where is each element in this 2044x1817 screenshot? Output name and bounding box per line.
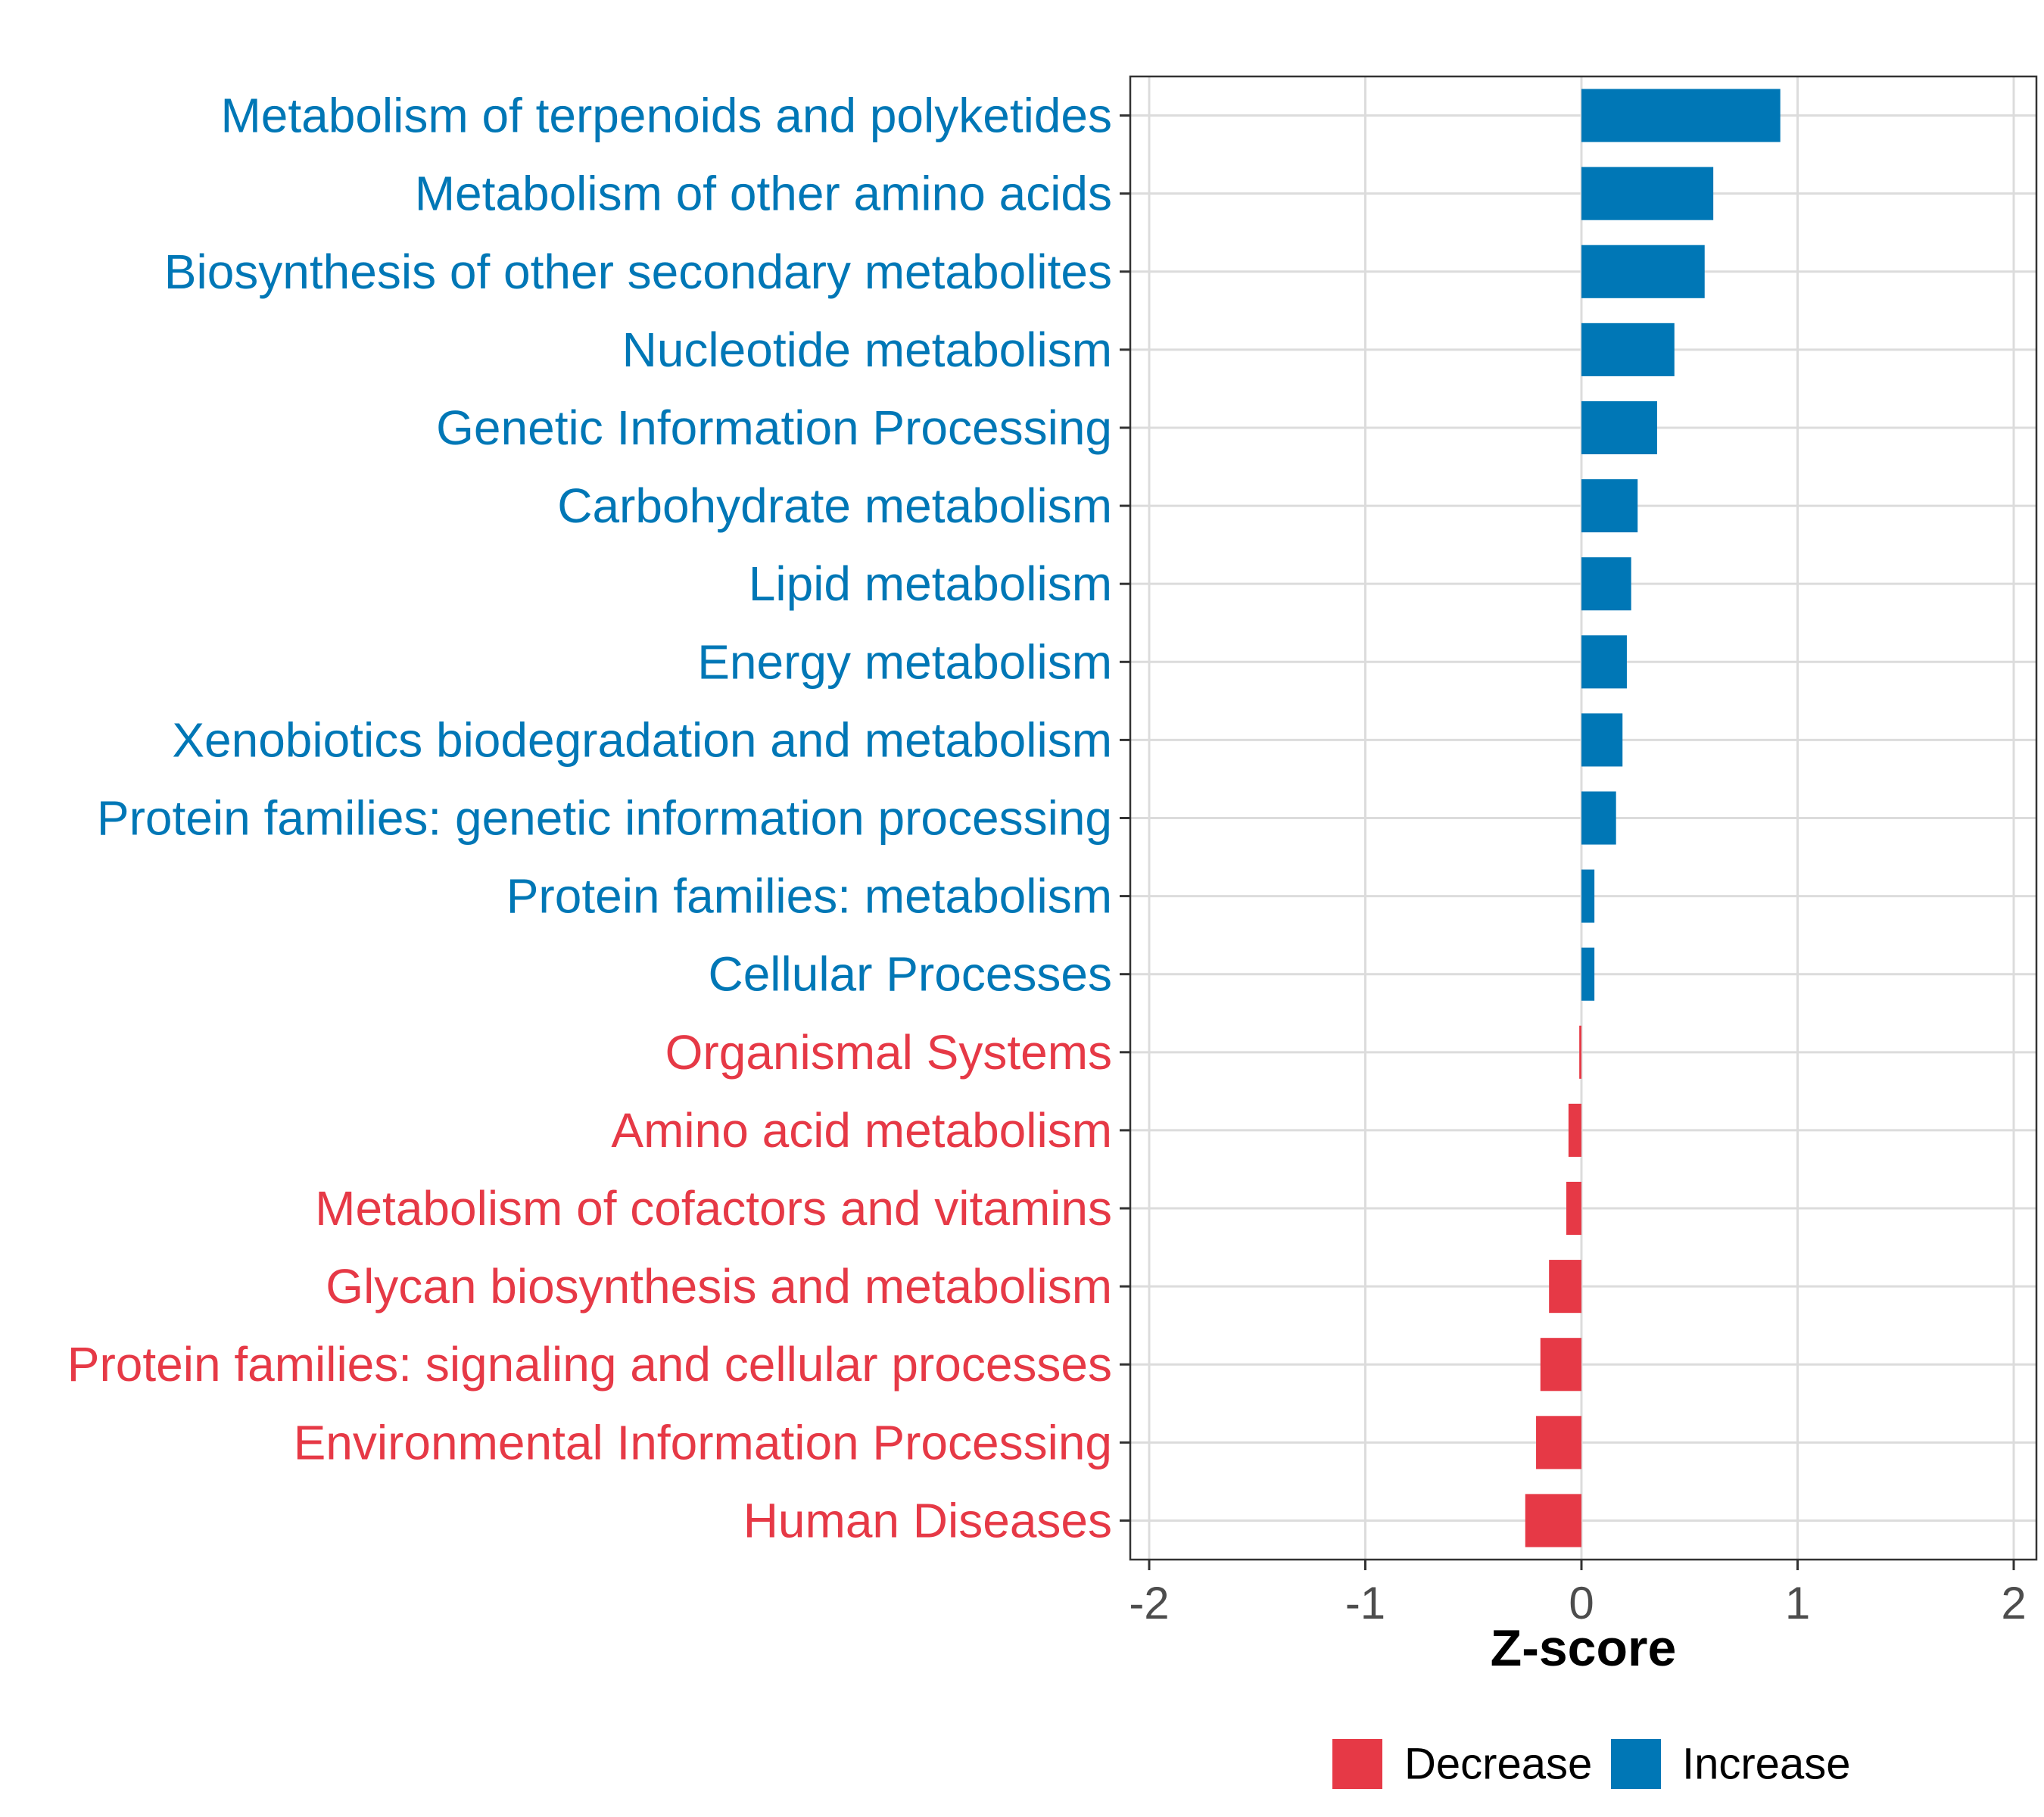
x-axis-title: Z-score xyxy=(1491,1619,1677,1677)
y-tick-label: Metabolism of cofactors and vitamins xyxy=(315,1181,1112,1236)
bar xyxy=(1581,245,1705,298)
y-tick-label: Cellular Processes xyxy=(708,947,1112,1002)
legend: Decrease Increase xyxy=(1332,1739,1850,1789)
bar xyxy=(1536,1416,1581,1469)
x-tick-label: 2 xyxy=(2001,1578,2026,1628)
legend-label: Increase xyxy=(1682,1740,1850,1789)
y-tick-label: Glycan biosynthesis and metabolism xyxy=(326,1259,1112,1314)
y-tick-label: Genetic Information Processing xyxy=(436,400,1112,455)
bar xyxy=(1581,89,1781,142)
y-tick-label: Protein families: metabolism xyxy=(506,869,1112,924)
bar xyxy=(1581,400,1657,455)
bar xyxy=(1581,479,1638,533)
y-tick-label: Environmental Information Processing xyxy=(294,1415,1112,1469)
y-tick-label: Xenobiotics biodegradation and metabolis… xyxy=(172,712,1112,767)
bar xyxy=(1540,1338,1581,1392)
y-tick-label: Protein families: signaling and cellular… xyxy=(67,1337,1112,1392)
x-tick-label: -2 xyxy=(1129,1578,1169,1628)
bar xyxy=(1581,947,1595,1001)
x-axis-ticks: -2 -1 0 1 2 xyxy=(1129,1560,2027,1628)
bar xyxy=(1525,1494,1581,1547)
y-tick-label: Lipid metabolism xyxy=(749,556,1112,611)
bar xyxy=(1566,1181,1581,1236)
bar xyxy=(1581,323,1675,376)
y-axis-ticks: Metabolism of terpenoids and polyketides… xyxy=(67,89,1130,1547)
x-tick-label: 0 xyxy=(1569,1578,1594,1628)
y-tick-label: Organismal Systems xyxy=(665,1025,1112,1080)
bar xyxy=(1581,167,1714,220)
y-tick-label: Metabolism of other amino acids xyxy=(415,167,1112,221)
bar xyxy=(1581,635,1627,689)
x-tick-label: -1 xyxy=(1345,1578,1385,1628)
bar xyxy=(1581,557,1631,611)
legend-swatch xyxy=(1611,1739,1661,1789)
bar xyxy=(1581,791,1616,845)
y-tick-label: Energy metabolism xyxy=(697,634,1112,689)
y-tick-label: Metabolism of terpenoids and polyketides xyxy=(220,89,1112,143)
legend-swatch xyxy=(1332,1739,1382,1789)
y-tick-label: Amino acid metabolism xyxy=(611,1103,1112,1158)
bars xyxy=(1525,89,1781,1547)
x-tick-label: 1 xyxy=(1785,1578,1810,1628)
legend-label: Decrease xyxy=(1404,1740,1592,1789)
y-tick-label: Carbohydrate metabolism xyxy=(557,478,1112,533)
bar xyxy=(1568,1103,1581,1157)
bar xyxy=(1581,713,1623,767)
y-tick-label: Biosynthesis of other secondary metaboli… xyxy=(164,245,1112,299)
y-tick-label: Human Diseases xyxy=(743,1493,1112,1547)
y-tick-label: Nucleotide metabolism xyxy=(622,323,1112,377)
y-tick-label: Protein families: genetic information pr… xyxy=(97,791,1112,846)
bar xyxy=(1579,1025,1581,1079)
bar xyxy=(1581,869,1595,923)
bar xyxy=(1549,1260,1581,1314)
